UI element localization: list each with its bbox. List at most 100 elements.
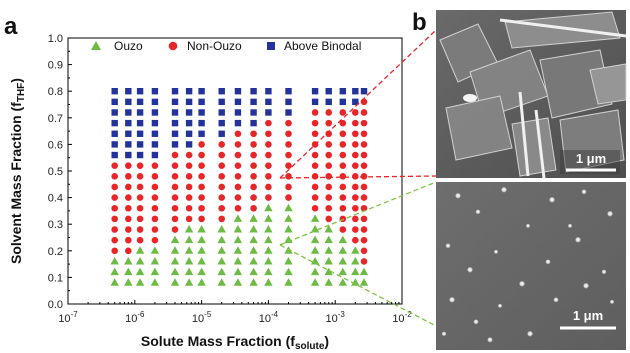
non-ouzo-point bbox=[171, 151, 179, 159]
non-ouzo-point bbox=[325, 183, 333, 191]
non-ouzo-point bbox=[360, 119, 368, 127]
ouzo-point bbox=[310, 256, 320, 265]
non-ouzo-point bbox=[171, 194, 179, 201]
non-ouzo-point bbox=[185, 162, 193, 169]
binodal-point bbox=[250, 98, 257, 106]
zoom-lines-red bbox=[279, 29, 437, 179]
non-ouzo-point bbox=[218, 204, 226, 212]
y-tick-label: 0.2 bbox=[48, 246, 63, 258]
non-ouzo-point bbox=[325, 141, 333, 148]
ouzo-point bbox=[351, 267, 360, 276]
nanoparticle bbox=[527, 331, 533, 337]
ouzo-point bbox=[217, 267, 226, 276]
legend-ouzo-marker bbox=[91, 41, 101, 50]
binodal-point bbox=[234, 109, 242, 116]
ouzo-point bbox=[197, 225, 206, 233]
non-ouzo-point bbox=[325, 215, 333, 223]
binodal-point bbox=[111, 98, 118, 106]
nanoparticle bbox=[609, 299, 615, 305]
binodal-point bbox=[218, 119, 225, 127]
non-ouzo-point bbox=[136, 173, 144, 180]
non-ouzo-point bbox=[125, 173, 132, 180]
ouzo-point bbox=[110, 267, 119, 276]
non-ouzo-point bbox=[151, 236, 159, 244]
non-ouzo-point bbox=[234, 194, 242, 201]
legend-non-ouzo-marker bbox=[168, 41, 178, 51]
non-ouzo-point bbox=[265, 130, 272, 138]
non-ouzo-point bbox=[218, 194, 226, 201]
non-ouzo-point bbox=[311, 151, 319, 159]
binodal-point bbox=[339, 98, 347, 106]
ouzo-point bbox=[310, 267, 320, 276]
binodal-point bbox=[136, 119, 144, 127]
ouzo-point bbox=[233, 225, 243, 233]
non-ouzo-point bbox=[352, 183, 359, 191]
non-ouzo-point bbox=[339, 119, 347, 127]
nanoparticle bbox=[487, 337, 493, 343]
non-ouzo-point bbox=[250, 173, 257, 180]
non-ouzo-point bbox=[125, 204, 132, 212]
binodal-point bbox=[250, 119, 257, 127]
binodal-point bbox=[171, 130, 179, 137]
non-ouzo-point bbox=[360, 183, 368, 191]
non-ouzo-point bbox=[325, 151, 333, 159]
non-ouzo-point bbox=[352, 204, 359, 212]
ouzo-point bbox=[351, 278, 360, 286]
ouzo-point bbox=[233, 246, 243, 254]
non-ouzo-point bbox=[360, 141, 368, 148]
binodal-point bbox=[151, 88, 159, 95]
non-ouzo-point bbox=[198, 183, 205, 191]
y-tick-label: 0.9 bbox=[48, 60, 63, 72]
non-ouzo-point bbox=[285, 119, 292, 127]
legend-binodal-label: Above Binodal bbox=[284, 39, 361, 53]
non-ouzo-point bbox=[111, 194, 118, 201]
ouzo-point bbox=[284, 256, 293, 265]
ouzo-point bbox=[135, 278, 145, 286]
ouzo-point bbox=[184, 225, 194, 233]
binodal-point bbox=[125, 119, 132, 127]
non-ouzo-point bbox=[311, 173, 319, 180]
ouzo-point bbox=[233, 214, 243, 222]
ouzo-point bbox=[170, 256, 180, 265]
binodal-point bbox=[151, 151, 159, 159]
y-tick-label: 0.4 bbox=[48, 193, 63, 205]
ouzo-point bbox=[217, 246, 226, 254]
sem-image-top: 1 μm bbox=[436, 10, 627, 179]
y-axis-label: Solvent Mass Fraction (fTHF) bbox=[8, 78, 27, 264]
non-ouzo-point bbox=[125, 183, 132, 191]
non-ouzo-point bbox=[151, 215, 159, 223]
binodal-point bbox=[218, 98, 225, 106]
non-ouzo-point bbox=[250, 141, 257, 148]
ouzo-point bbox=[197, 278, 206, 286]
non-ouzo-point bbox=[360, 151, 368, 159]
binodal-point bbox=[198, 109, 205, 116]
binodal-point bbox=[171, 119, 179, 127]
ouzo-point bbox=[184, 278, 194, 286]
non-ouzo-point bbox=[111, 247, 118, 255]
non-ouzo-point bbox=[218, 183, 226, 191]
binodal-point bbox=[285, 88, 292, 95]
x-axis-label: Solute Mass Fraction (fsolute) bbox=[141, 333, 329, 352]
binodal-point bbox=[325, 88, 332, 95]
nanoparticle bbox=[567, 223, 573, 229]
nanoparticle bbox=[449, 297, 455, 303]
ouzo-point bbox=[184, 235, 194, 244]
x-axis: 10-7 10-6 10-5 10-4 10-3 10-2 bbox=[58, 300, 412, 325]
ouzo-point bbox=[284, 203, 293, 212]
binodal-point bbox=[171, 98, 179, 106]
non-ouzo-point bbox=[234, 141, 242, 148]
non-ouzo-point bbox=[234, 130, 242, 138]
non-ouzo-point bbox=[185, 194, 193, 201]
non-ouzo-point bbox=[198, 173, 205, 180]
ouzo-point bbox=[249, 246, 258, 254]
binodal-point bbox=[311, 88, 319, 95]
non-ouzo-point bbox=[285, 130, 292, 138]
non-ouzo-point bbox=[151, 204, 159, 212]
binodal-point bbox=[285, 109, 292, 116]
non-ouzo-point bbox=[250, 194, 257, 201]
non-ouzo-point bbox=[185, 173, 193, 180]
binodal-point bbox=[185, 130, 193, 137]
non-ouzo-point bbox=[250, 183, 257, 191]
binodal-point bbox=[325, 98, 332, 106]
non-ouzo-point bbox=[325, 204, 333, 212]
